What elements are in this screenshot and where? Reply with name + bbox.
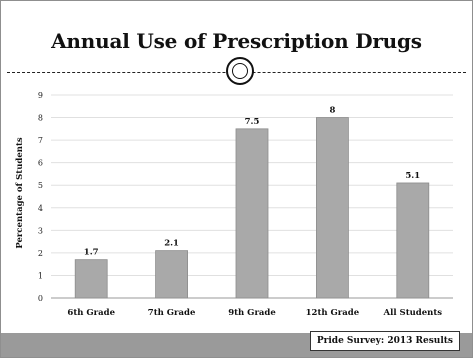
grid-lines [51,94,453,299]
source-label: Pride Survey: 2013 Results [309,331,460,351]
bar-chart: 0 1 2 3 4 5 6 7 8 9 1.7 2.1 7.5 8 5.1 6th Grade 7th Gr… [15,91,453,318]
circle-ornament-inner [232,63,248,79]
y-tick-label: 2 [38,249,43,258]
circle-ornament-icon [226,57,254,85]
bar [74,259,108,299]
y-tick-label: 7 [38,136,43,145]
x-tick-labels: 6th Grade 7th Grade 9th Grade 12th Grade All… [67,308,442,318]
data-label: 1.7 [84,248,99,258]
y-tick-label: 1 [38,271,43,280]
slide-title: Annual Use of Prescription Drugs [51,29,422,53]
x-tick-label: 9th Grade [228,308,276,318]
data-label: 2.1 [164,239,179,249]
x-tick-label: All Students [383,308,443,318]
x-tick-label: 7th Grade [148,308,196,318]
bar [396,182,430,299]
y-tick-labels: 0 1 2 3 4 5 6 7 8 9 [38,91,43,303]
bar [315,117,349,299]
y-tick-label: 6 [38,159,43,168]
y-tick-label: 5 [38,181,43,190]
y-tick-label: 8 [38,114,43,123]
y-tick-label: 9 [38,91,43,100]
y-axis-label: Percentage of Students [15,137,25,249]
bars [74,117,430,299]
x-tick-label: 12th Grade [306,308,360,318]
data-label: 7.5 [245,117,260,127]
bar [155,250,189,299]
data-label: 8 [329,106,335,116]
y-tick-label: 0 [38,294,43,303]
data-label: 5.1 [405,171,420,181]
y-tick-label: 3 [38,226,43,235]
y-tick-label: 4 [38,204,43,213]
data-labels: 1.7 2.1 7.5 8 5.1 [84,106,420,258]
bar [235,128,269,299]
x-tick-label: 6th Grade [67,308,115,318]
